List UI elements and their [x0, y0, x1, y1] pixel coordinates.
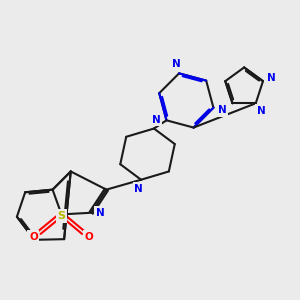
Text: N: N	[267, 73, 276, 83]
Text: N: N	[172, 59, 181, 69]
Text: N: N	[218, 105, 227, 115]
Text: O: O	[85, 232, 94, 242]
Text: S: S	[58, 211, 65, 221]
Text: N: N	[96, 208, 105, 218]
Text: N: N	[134, 184, 143, 194]
Text: O: O	[29, 232, 38, 242]
Text: N: N	[152, 115, 161, 124]
Text: N: N	[257, 106, 266, 116]
